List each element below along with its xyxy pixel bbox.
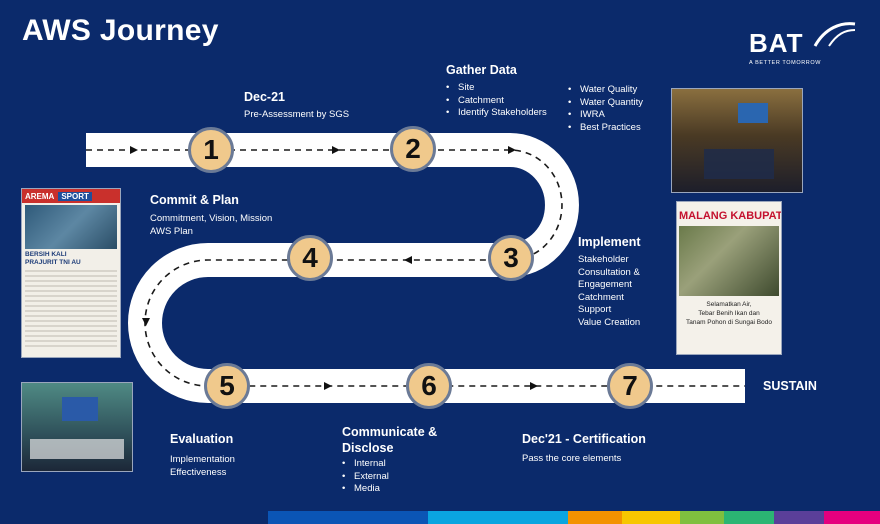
step-1-circle: 1	[188, 127, 234, 173]
logo-text: BAT	[749, 28, 804, 58]
newspaper-left-image: AREMA SPORT BERSIH KALI PRAJURIT TNI AU	[21, 188, 121, 358]
arrow-icon	[142, 318, 150, 326]
implement-line: Value Creation	[578, 316, 641, 328]
newspaper-section: SPORT	[58, 191, 92, 201]
meeting-photo	[671, 88, 803, 193]
caption-line: Tebar Benih Ikan dan	[698, 310, 760, 317]
implement-line: Consultation &	[578, 266, 640, 278]
slide-title: AWS Journey	[22, 14, 219, 47]
dec21-heading: Dec-21	[244, 90, 285, 104]
step-5-circle: 5	[204, 363, 250, 409]
list-item: Internal	[342, 458, 389, 471]
list-item: Identify Stakeholders	[446, 107, 547, 120]
step-7-circle: 7	[607, 363, 653, 409]
commit-line: Commitment, Vision, Mission	[150, 213, 273, 224]
arrow-icon	[404, 256, 412, 264]
implement-line: Engagement	[578, 279, 632, 290]
communicate-list: Internal External Media	[342, 458, 389, 496]
evaluation-photo	[21, 382, 133, 472]
footer-bar	[568, 511, 622, 524]
newspaper-photo	[25, 205, 117, 249]
footer-bar	[824, 511, 880, 524]
caption-line: Selamatkan Air,	[706, 301, 752, 308]
newspaper-caption: Selamatkan Air, Tebar Benih Ikan dan Tan…	[677, 300, 781, 327]
commit-heading: Commit & Plan	[150, 193, 239, 207]
implement-heading: Implement	[578, 235, 641, 249]
gather-list: Site Catchment Identify Stakeholders	[446, 82, 547, 120]
list-item: Catchment	[446, 95, 547, 108]
step-3-circle: 3	[488, 235, 534, 281]
implement-line: Support	[578, 304, 612, 315]
list-item: Water Quality	[568, 84, 643, 97]
newspaper-right-image: MALANG KABUPAT Selamatkan Air, Tebar Ben…	[676, 201, 782, 355]
headline-line: PRAJURIT TNI AU	[25, 259, 81, 266]
step-4-circle: 4	[287, 235, 333, 281]
list-item: IWRA	[568, 109, 643, 122]
footer-bar	[774, 511, 824, 524]
footer-bar	[622, 511, 680, 524]
commit-line: AWS Plan	[150, 226, 193, 237]
footer-bar	[680, 511, 724, 524]
evaluation-heading: Evaluation	[170, 432, 234, 446]
newspaper-text-columns	[25, 270, 117, 350]
step-2-circle: 2	[390, 126, 436, 172]
footer-bar	[268, 511, 428, 524]
cert-sub: Pass the core elements	[522, 453, 622, 464]
footer-bar	[428, 511, 568, 524]
communicate-heading: Communicate & Disclose	[342, 424, 437, 456]
gather-heading: Gather Data	[446, 63, 517, 77]
communicate-heading-line: Disclose	[342, 441, 394, 455]
water-list: Water Quality Water Quantity IWRA Best P…	[568, 84, 643, 134]
cert-heading: Dec'21 - Certification	[522, 432, 646, 446]
sustain-label: SUSTAIN	[763, 379, 817, 393]
newspaper-headline: BERSIH KALI PRAJURIT TNI AU	[22, 251, 120, 267]
arrow-icon	[530, 382, 538, 390]
arrow-icon	[130, 146, 138, 154]
newspaper-brand: AREMA	[25, 191, 55, 201]
newspaper-header: MALANG KABUPAT	[679, 210, 782, 222]
commit-lines: Commitment, Vision, Mission AWS Plan	[150, 212, 272, 238]
road-arrows	[130, 146, 538, 390]
step-6-circle: 6	[406, 363, 452, 409]
arrow-icon	[324, 382, 332, 390]
list-item: Water Quantity	[568, 97, 643, 110]
dec21-sub: Pre-Assessment by SGS	[244, 109, 350, 120]
implement-line: Catchment	[578, 291, 624, 303]
list-item: External	[342, 471, 389, 484]
bat-logo: BAT A BETTER TOMORROW	[749, 20, 859, 70]
evaluation-line: Effectiveness	[170, 467, 227, 478]
evaluation-lines: Implementation Effectiveness	[170, 453, 235, 479]
headline-line: BERSIH KALI	[25, 251, 67, 258]
caption-line: Tanam Pohon di Sungai Bodo	[685, 319, 772, 326]
logo-tagline: A BETTER TOMORROW	[749, 60, 822, 66]
newspaper-photo	[679, 226, 779, 296]
implement-line: Stakeholder	[578, 254, 629, 265]
implement-lines: Stakeholder Consultation & Engagement Ca…	[578, 254, 640, 329]
list-item: Best Practices	[568, 122, 643, 135]
communicate-heading-line: Communicate &	[342, 425, 438, 439]
arrow-icon	[508, 146, 516, 154]
list-item: Media	[342, 483, 389, 496]
list-item: Site	[446, 82, 547, 95]
logo-swoosh-icon	[813, 22, 856, 47]
evaluation-line: Implementation	[170, 454, 235, 465]
footer-bar	[724, 511, 774, 524]
arrow-icon	[332, 146, 340, 154]
